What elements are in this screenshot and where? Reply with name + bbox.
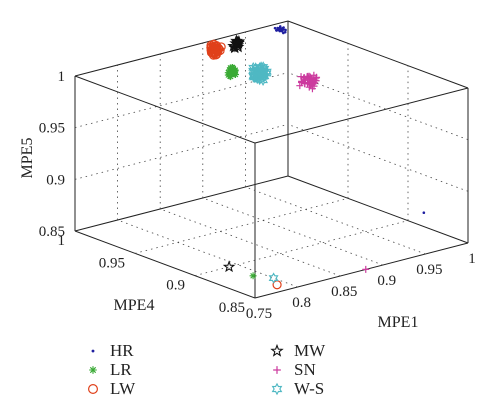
point-hr-outlier — [422, 211, 426, 214]
box-edge — [287, 20, 469, 89]
point-hr — [284, 28, 287, 32]
point-sn — [298, 79, 306, 87]
box-edge — [74, 75, 256, 144]
point-lr — [227, 73, 235, 81]
point-sn — [304, 80, 312, 88]
z-tick-label: 0.9 — [46, 172, 65, 188]
point-hr — [283, 30, 287, 34]
z-tick-label: 1 — [58, 69, 66, 85]
point-hr — [280, 29, 284, 33]
box-edge — [74, 20, 289, 77]
z-axis-label: MPE5 — [19, 138, 36, 179]
point-lw — [208, 50, 219, 60]
point-mw — [231, 38, 245, 51]
z-tick-label: 0.85 — [39, 224, 65, 240]
point-w-s — [261, 67, 272, 80]
series-hr — [273, 25, 426, 214]
grid-lines — [74, 32, 469, 288]
point-sn — [310, 71, 318, 79]
y-axis-label: MPE4 — [114, 297, 155, 314]
data-points — [206, 25, 426, 290]
box-edge — [287, 175, 469, 244]
box-edge — [74, 230, 256, 299]
grid-line — [160, 208, 341, 277]
point-sn — [308, 75, 316, 83]
plot-box — [74, 20, 469, 299]
grid-line — [287, 72, 469, 141]
point-lr — [228, 68, 236, 76]
point-sn — [297, 73, 305, 81]
tick-labels: 0.750.80.850.90.9510.850.90.9510.850.90.… — [39, 69, 476, 322]
point-lr — [231, 71, 239, 79]
series-lw — [206, 39, 282, 290]
point-sn-outlier — [362, 265, 370, 273]
point-lr-outlier — [249, 272, 257, 280]
series-lr — [224, 63, 257, 280]
point-lw — [208, 43, 218, 53]
series-w-s — [248, 61, 279, 284]
point-lr — [228, 64, 236, 72]
y-tick-label: 0.95 — [99, 255, 125, 271]
x-tick-label: 0.8 — [292, 295, 311, 311]
y-tick-label: 0.85 — [219, 300, 245, 316]
grid-line — [287, 123, 469, 192]
grid-line — [134, 197, 349, 254]
point-w-s — [251, 66, 262, 78]
series-sn — [296, 71, 370, 273]
x-tick-label: 0.9 — [377, 273, 396, 289]
y-tick-label: 0.9 — [166, 278, 185, 294]
y-tick-label: 1 — [58, 233, 66, 249]
z-tick-label: 0.95 — [39, 121, 65, 137]
point-lw — [211, 41, 222, 51]
series-mw — [222, 34, 246, 273]
box-edge — [74, 175, 289, 232]
x-tick-label: 0.85 — [331, 284, 357, 300]
x-tick-label: 0.75 — [246, 306, 272, 322]
x-tick-label: 1 — [468, 251, 476, 267]
box-edge — [254, 242, 469, 299]
grid-line — [245, 186, 426, 255]
point-w-s-outlier — [268, 272, 279, 284]
x-axis-label: MPE1 — [378, 314, 419, 331]
grid-line — [202, 197, 383, 266]
point-hr — [273, 26, 277, 30]
box-edge — [254, 87, 469, 144]
grid-line — [74, 123, 289, 180]
point-mw-outlier — [222, 260, 236, 273]
point-hr — [275, 29, 278, 32]
point-hr — [277, 27, 281, 30]
axis-labels: MPE1 MPE4 MPE5 — [19, 138, 418, 331]
point-sn — [301, 76, 309, 84]
grid-line — [117, 219, 298, 288]
x-tick-label: 0.95 — [416, 262, 442, 278]
point-sn — [312, 77, 320, 85]
